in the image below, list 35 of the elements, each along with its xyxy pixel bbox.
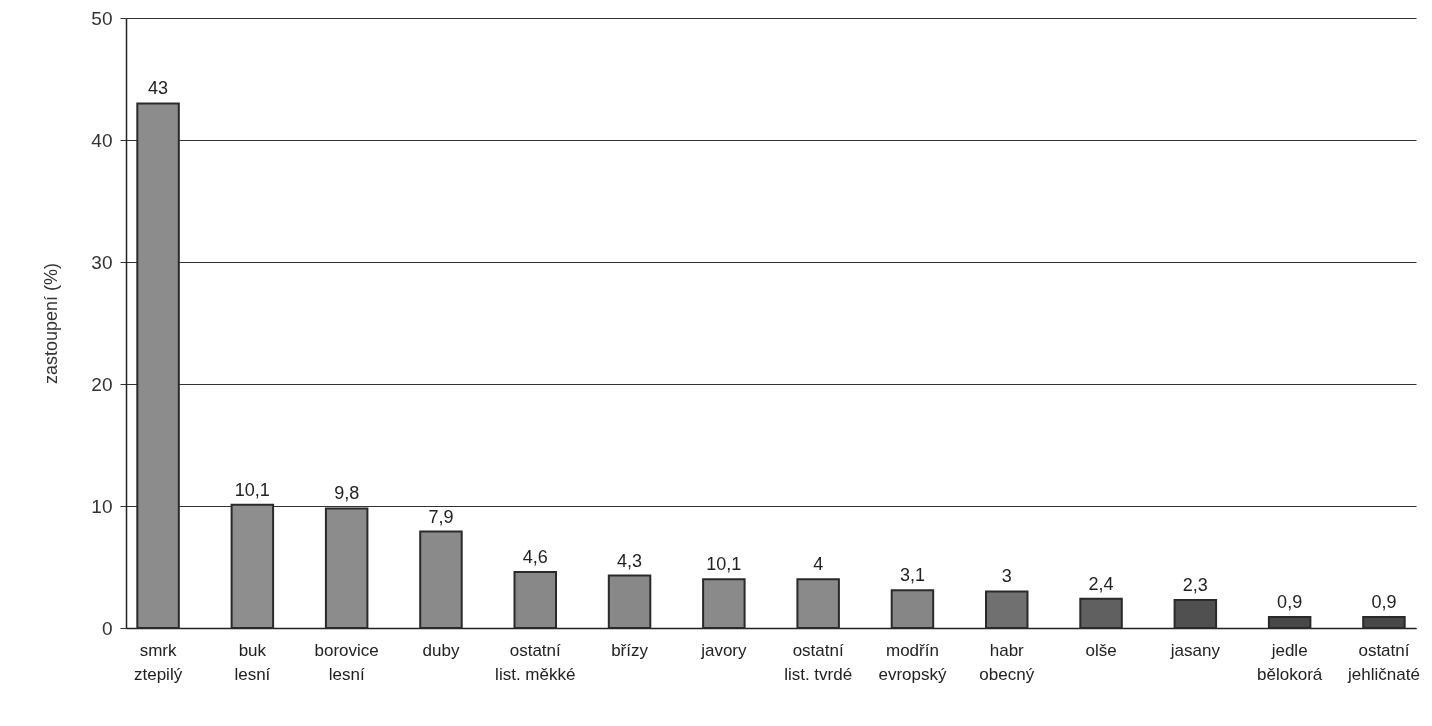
x-tick-label: smrk ztepilý xyxy=(133,640,183,684)
x-tick-label: ostatní list. tvrdé xyxy=(784,640,853,684)
y-tick-label: 30 xyxy=(91,251,113,273)
data-label: 10,1 xyxy=(234,479,270,500)
y-tick-label: 0 xyxy=(101,617,113,639)
y-tick-label: 50 xyxy=(91,7,113,29)
data-label: 9,8 xyxy=(334,483,360,504)
x-tick-label: borovice lesní xyxy=(314,640,379,684)
data-label: 2,4 xyxy=(1088,573,1114,594)
data-label: 3 xyxy=(1001,566,1012,587)
data-label: 43 xyxy=(148,78,169,99)
data-label: 0,9 xyxy=(1277,592,1303,613)
data-label: 4,6 xyxy=(522,546,548,567)
y-axis-title: zastoupení (%) xyxy=(41,262,62,385)
x-tick-label: jasany xyxy=(1169,640,1221,660)
y-tick-label: 20 xyxy=(91,373,113,395)
x-tick-label: modřín evropský xyxy=(878,640,947,684)
annotation: 10,1 xyxy=(706,554,742,575)
data-label: 2,3 xyxy=(1182,574,1208,595)
x-tick-label: jedle bělokorá xyxy=(1257,640,1323,684)
data-label: 7,9 xyxy=(428,506,454,527)
data-label: 0,9 xyxy=(1371,592,1397,613)
data-label: 4,3 xyxy=(617,550,643,571)
x-tick-label: olše xyxy=(1085,640,1117,660)
data-label: 3,1 xyxy=(899,565,925,586)
x-tick-label: břízy xyxy=(611,640,649,660)
y-tick-label: 40 xyxy=(91,129,113,151)
x-tick-label: ostatní jehličnaté xyxy=(1347,640,1420,684)
x-tick-label: ostatní list. měkké xyxy=(495,640,576,684)
y-tick-label: 10 xyxy=(91,495,113,517)
x-tick-label: habr obecný xyxy=(979,640,1035,684)
x-tick-label: duby xyxy=(422,640,460,660)
data-label: 4 xyxy=(813,554,824,575)
x-tick-label: javory xyxy=(700,640,748,660)
x-tick-label: buk lesní xyxy=(234,640,271,684)
